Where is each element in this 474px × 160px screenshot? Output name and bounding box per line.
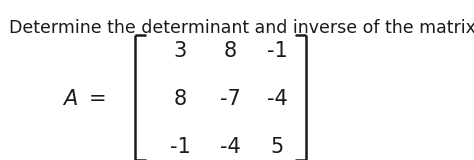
Text: 8: 8 xyxy=(223,41,237,61)
Text: -4: -4 xyxy=(267,89,288,109)
Text: Determine the determinant and inverse of the matrix.: Determine the determinant and inverse of… xyxy=(9,19,474,37)
Text: -4: -4 xyxy=(219,137,240,157)
Text: -1: -1 xyxy=(267,41,288,61)
Text: -7: -7 xyxy=(219,89,240,109)
Text: 8: 8 xyxy=(173,89,187,109)
Text: $A\ =$: $A\ =$ xyxy=(62,89,105,109)
Text: 3: 3 xyxy=(173,41,187,61)
Text: 5: 5 xyxy=(271,137,284,157)
Text: -1: -1 xyxy=(170,137,191,157)
